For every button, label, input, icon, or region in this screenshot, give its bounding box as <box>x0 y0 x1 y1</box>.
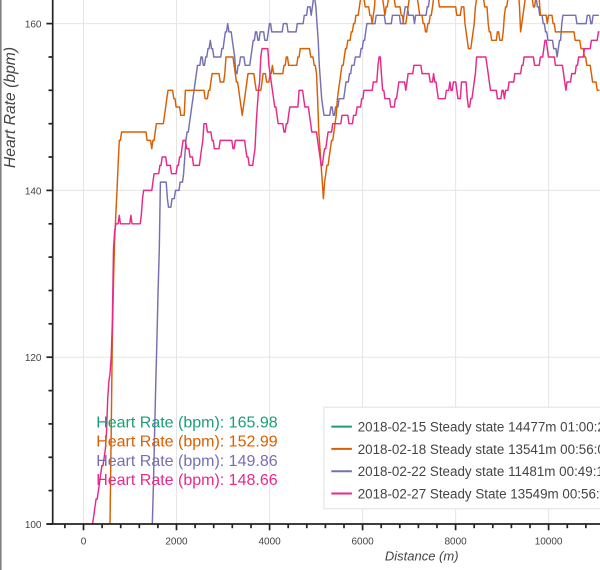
svg-text:2018-02-27 Steady State 13549m: 2018-02-27 Steady State 13549m 00:56:46 <box>358 486 600 501</box>
svg-text:2018-02-22 Steady state 11481m: 2018-02-22 Steady state 11481m 00:49:15 <box>358 464 600 479</box>
svg-text:8000: 8000 <box>444 537 467 548</box>
svg-text:10000: 10000 <box>535 537 563 548</box>
svg-text:6000: 6000 <box>351 537 374 548</box>
svg-text:140: 140 <box>25 186 42 197</box>
svg-text:Heart Rate (bpm): 149.86: Heart Rate (bpm): 149.86 <box>96 453 278 470</box>
svg-text:2000: 2000 <box>165 537 188 548</box>
svg-text:Distance (m): Distance (m) <box>385 549 459 564</box>
svg-text:0: 0 <box>81 537 87 548</box>
svg-text:100: 100 <box>25 520 42 531</box>
svg-text:Heart Rate (bpm): Heart Rate (bpm) <box>2 47 19 168</box>
svg-text:Heart Rate (bpm): 148.66: Heart Rate (bpm): 148.66 <box>96 472 278 489</box>
svg-text:2018-02-18 Steady state 13541m: 2018-02-18 Steady state 13541m 00:56:07 <box>358 442 600 457</box>
svg-text:160: 160 <box>25 20 42 31</box>
svg-text:120: 120 <box>25 353 42 364</box>
svg-text:2018-02-15 Steady state 14477m: 2018-02-15 Steady state 14477m 01:00:26 <box>358 420 600 435</box>
svg-text:4000: 4000 <box>258 537 281 548</box>
svg-text:Heart Rate (bpm): 165.98: Heart Rate (bpm): 165.98 <box>96 414 278 431</box>
svg-text:Heart Rate (bpm): 152.99: Heart Rate (bpm): 152.99 <box>96 434 278 451</box>
